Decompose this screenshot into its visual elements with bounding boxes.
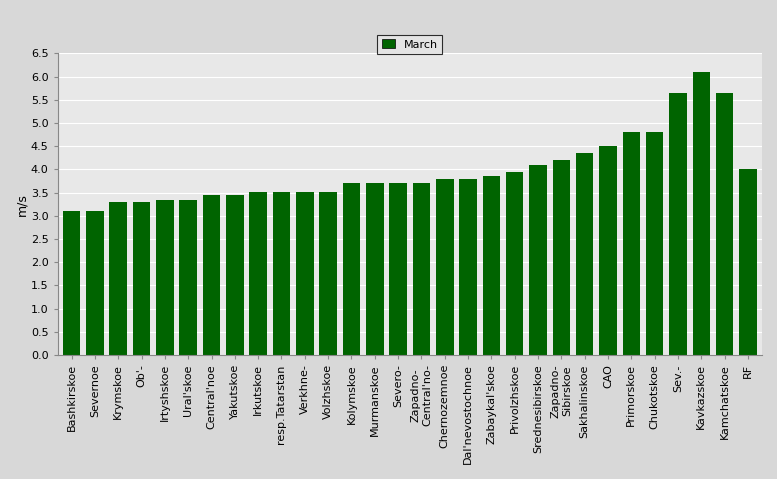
- Bar: [156, 200, 173, 355]
- Bar: [599, 146, 617, 355]
- Bar: [506, 171, 524, 355]
- Bar: [436, 179, 454, 355]
- Bar: [529, 165, 547, 355]
- Bar: [413, 183, 430, 355]
- Bar: [552, 160, 570, 355]
- Bar: [273, 192, 291, 355]
- Bar: [366, 183, 384, 355]
- Bar: [646, 132, 664, 355]
- Bar: [669, 93, 687, 355]
- Bar: [296, 192, 314, 355]
- Bar: [739, 170, 757, 355]
- Bar: [716, 93, 733, 355]
- Y-axis label: m/s: m/s: [15, 193, 28, 216]
- Bar: [63, 211, 80, 355]
- Bar: [343, 183, 361, 355]
- Bar: [86, 211, 103, 355]
- Bar: [319, 192, 337, 355]
- Bar: [179, 200, 197, 355]
- Bar: [133, 202, 150, 355]
- Bar: [226, 195, 243, 355]
- Bar: [576, 153, 594, 355]
- Bar: [203, 195, 220, 355]
- Bar: [692, 72, 710, 355]
- Bar: [110, 202, 127, 355]
- Bar: [622, 132, 640, 355]
- Legend: March: March: [377, 35, 442, 54]
- Bar: [389, 183, 407, 355]
- Bar: [249, 192, 267, 355]
- Bar: [459, 179, 477, 355]
- Bar: [483, 176, 500, 355]
